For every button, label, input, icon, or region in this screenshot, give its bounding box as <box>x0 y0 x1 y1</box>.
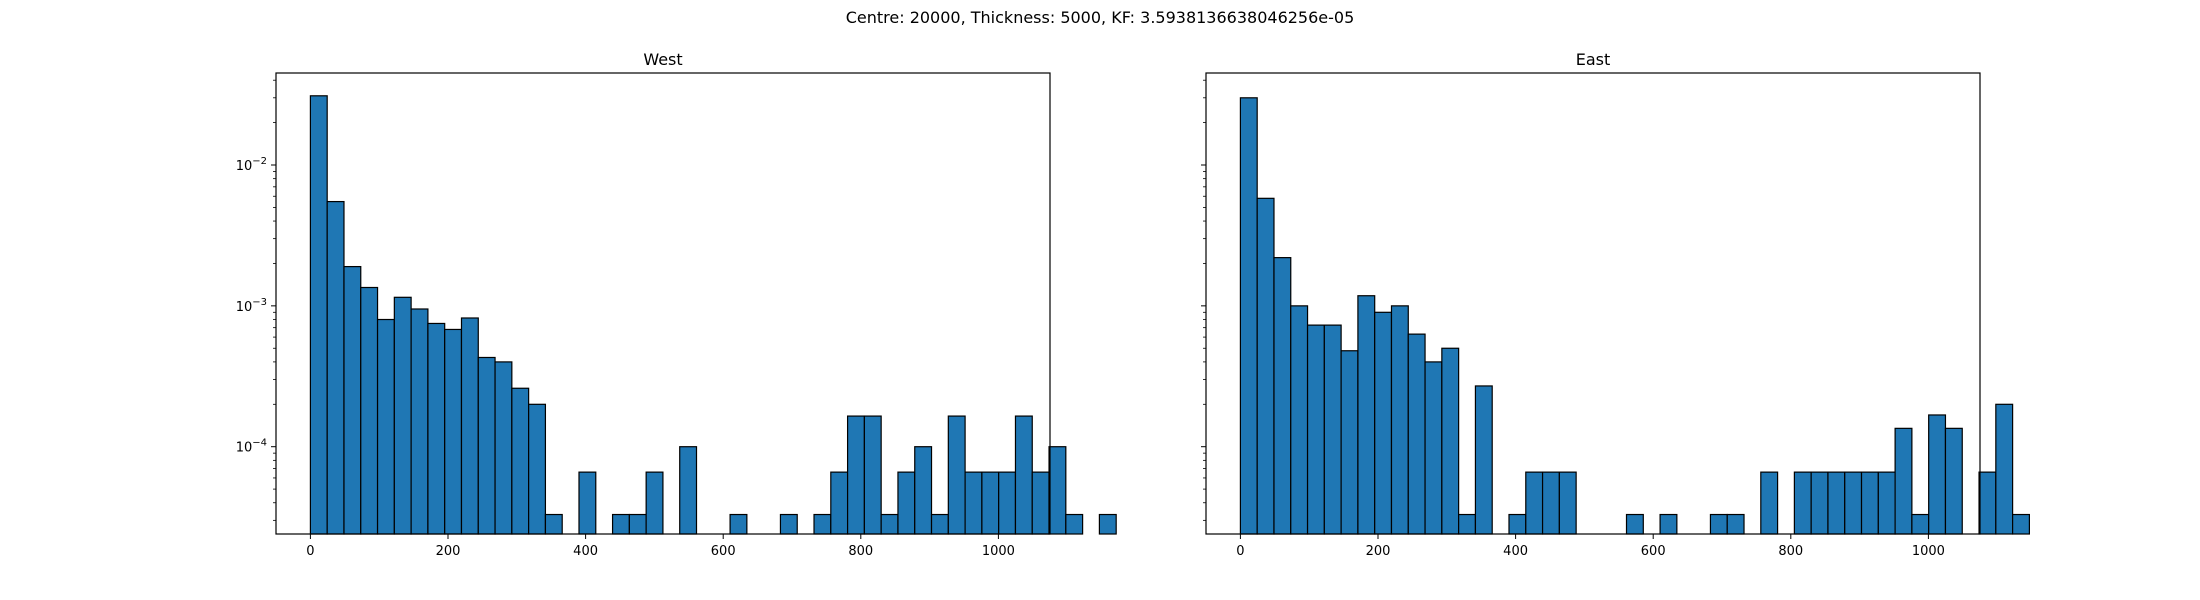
east-bar-18 <box>1558 471 1577 535</box>
east-bar-6 <box>1340 350 1359 535</box>
east-bar-25 <box>1810 471 1829 535</box>
east-bar-30 <box>1894 427 1913 535</box>
east-bar-5 <box>1323 324 1342 535</box>
east-bar-9 <box>1390 305 1409 535</box>
east-bar-16 <box>1525 471 1544 535</box>
east-bar-28 <box>1860 471 1879 535</box>
east-bar-14 <box>1474 385 1493 535</box>
east-bar-17 <box>1541 471 1560 535</box>
east-bar-10 <box>1407 333 1426 535</box>
west-ytick-label-2: 10−2 <box>236 156 267 174</box>
figure-suptitle: Centre: 20000, Thickness: 5000, KF: 3.59… <box>845 8 1355 27</box>
west-ytick-label-1: 10−3 <box>236 297 267 315</box>
east-bar-32 <box>1928 414 1947 535</box>
east-bar-23 <box>1760 471 1779 535</box>
east-bar-24 <box>1793 471 1812 535</box>
west-xtick-label-600: 600 <box>711 544 736 559</box>
east-bar-11 <box>1424 361 1443 535</box>
east-xtick-label-600: 600 <box>1641 544 1666 559</box>
east-bar-36 <box>2012 513 2030 535</box>
east-bar-29 <box>1877 471 1896 535</box>
east-title: East <box>1576 50 1611 69</box>
east-bar-26 <box>1827 471 1846 535</box>
east-bar-21 <box>1709 513 1728 535</box>
east-xtick-label-400: 400 <box>1503 544 1528 559</box>
east-bar-22 <box>1726 513 1745 535</box>
east-xtick-label-1000: 1000 <box>1912 544 1945 559</box>
west-title: West <box>643 50 682 69</box>
east-bar-15 <box>1508 513 1527 535</box>
east-bar-8 <box>1374 311 1393 535</box>
east-bar-2 <box>1273 257 1292 535</box>
east-bar-34 <box>1978 471 1997 535</box>
west-bar-36 <box>1048 446 1067 535</box>
east-bar-35 <box>1995 403 2014 535</box>
east-bar-13 <box>1458 513 1477 535</box>
west-bar-37 <box>1065 513 1084 535</box>
east-bar-19 <box>1625 513 1644 535</box>
east-bar-0 <box>1239 97 1258 535</box>
east-xtick-label-0: 0 <box>1236 544 1244 559</box>
west-xtick-label-800: 800 <box>848 544 873 559</box>
west-bar-38 <box>1098 513 1117 535</box>
east-bar-4 <box>1306 324 1325 535</box>
east-bar-31 <box>1911 513 1930 535</box>
east-bar-20 <box>1659 513 1678 535</box>
west-xtick-label-0: 0 <box>306 544 314 559</box>
east-xtick-label-800: 800 <box>1778 544 1803 559</box>
east-bar-33 <box>1944 427 1963 535</box>
east-xtick-label-200: 200 <box>1366 544 1391 559</box>
east-bar-12 <box>1441 347 1460 535</box>
west-xtick-label-200: 200 <box>436 544 461 559</box>
west-axes-frame <box>275 72 1051 535</box>
east-bar-7 <box>1357 295 1376 535</box>
east-bar-1 <box>1256 197 1275 535</box>
east-bar-27 <box>1844 471 1863 535</box>
west-ytick-label-0: 10−4 <box>236 438 267 456</box>
east-bar-3 <box>1290 305 1309 535</box>
west-xtick-label-1000: 1000 <box>982 544 1015 559</box>
west-xtick-label-400: 400 <box>573 544 598 559</box>
east-axes-frame <box>1205 72 1981 535</box>
